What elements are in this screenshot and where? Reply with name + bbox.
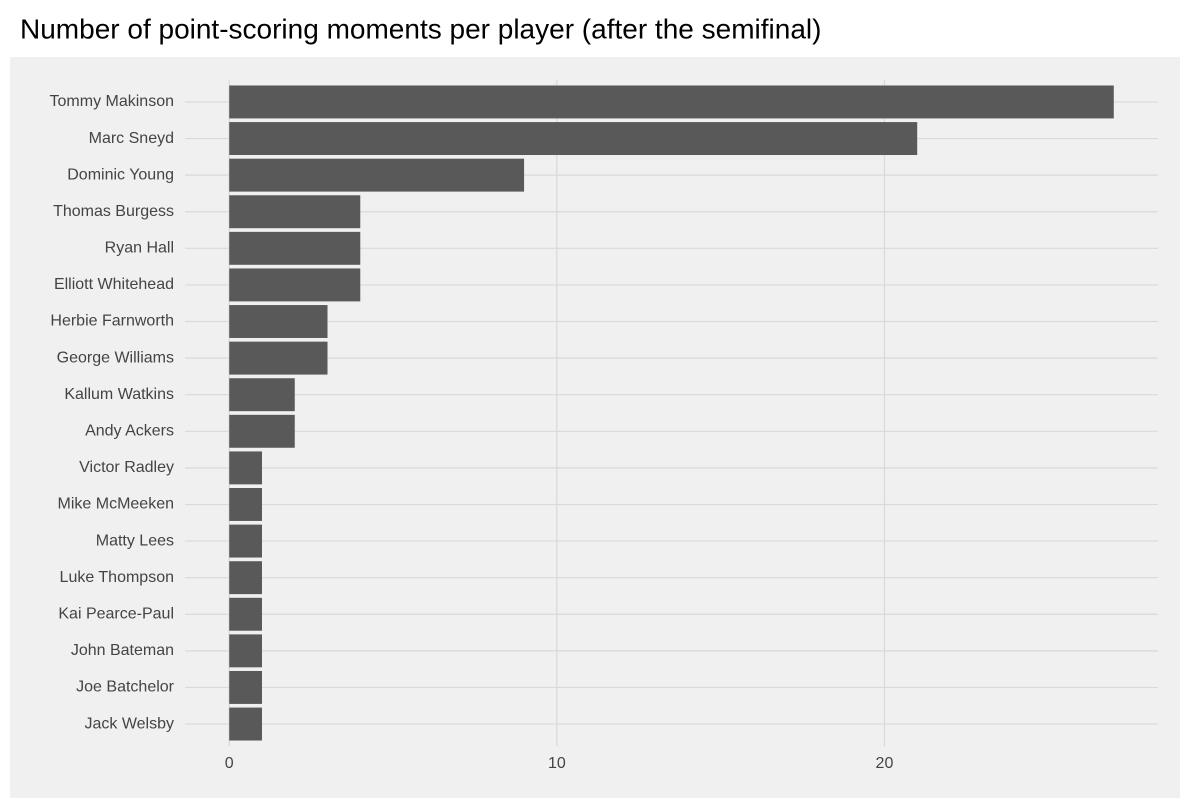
x-tick-label: 20: [876, 755, 894, 772]
bar: [229, 268, 361, 302]
y-tick-label: Tommy Makinson: [50, 93, 174, 110]
bar: [229, 707, 262, 741]
y-tick-label: George Williams: [57, 349, 174, 366]
panel-background: [10, 57, 1180, 798]
bar: [229, 195, 361, 229]
bar: [229, 488, 262, 521]
bar: [229, 158, 525, 192]
y-tick-label: Kai Pearce-Paul: [58, 605, 174, 622]
x-tick-label: 0: [225, 755, 234, 772]
y-tick-label: Herbie Farnworth: [50, 313, 174, 330]
y-tick-label: Kallum Watkins: [64, 386, 174, 403]
bar: [229, 378, 295, 412]
bar: [229, 524, 262, 558]
y-tick-label: Marc Sneyd: [89, 130, 174, 147]
bar: [229, 341, 328, 375]
y-tick-label: Elliott Whitehead: [54, 276, 174, 293]
bar: [229, 670, 262, 704]
y-tick-label: Ryan Hall: [105, 240, 174, 257]
y-tick-label: Thomas Burgess: [53, 203, 174, 220]
bar: [229, 451, 262, 485]
bar: [229, 561, 262, 595]
y-tick-label: Dominic Young: [67, 166, 174, 183]
bar: [229, 85, 1114, 119]
bar: [229, 231, 361, 265]
bar: [229, 122, 918, 156]
y-tick-label: Mike McMeeken: [58, 496, 174, 513]
y-tick-label: Joe Batchelor: [76, 679, 175, 696]
y-tick-label: Andy Ackers: [85, 423, 174, 440]
y-tick-label: Luke Thompson: [60, 569, 174, 586]
x-tick-label: 10: [548, 755, 566, 772]
y-tick-label: John Bateman: [71, 642, 174, 659]
y-tick-label: Matty Lees: [96, 532, 174, 549]
chart-title: Number of point-scoring moments per play…: [20, 13, 821, 44]
y-tick-label: Victor Radley: [79, 459, 174, 476]
bar: [229, 597, 262, 631]
y-tick-label: Jack Welsby: [84, 715, 174, 732]
bar: [229, 305, 328, 338]
bar: [229, 414, 295, 448]
bar: [229, 634, 262, 668]
